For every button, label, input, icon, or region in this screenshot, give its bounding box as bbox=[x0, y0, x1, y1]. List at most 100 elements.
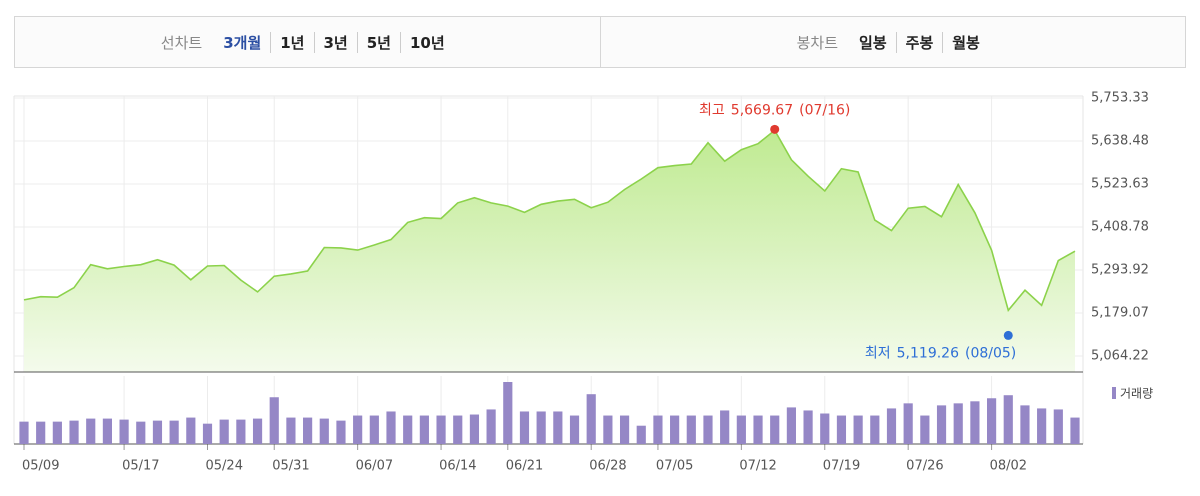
x-tick-label: 06/28 bbox=[589, 459, 626, 474]
volume-bar bbox=[803, 410, 813, 444]
y-tick-label: 5,408.78 bbox=[1091, 220, 1149, 235]
volume-bar bbox=[1070, 417, 1080, 444]
volume-bar bbox=[503, 382, 513, 444]
volume-bar bbox=[1003, 395, 1013, 444]
volume-bar bbox=[720, 410, 730, 444]
high-marker bbox=[770, 124, 780, 134]
volume-bar bbox=[52, 421, 62, 444]
x-tick-label: 06/21 bbox=[506, 459, 543, 474]
volume-bar bbox=[69, 420, 79, 444]
volume-bar bbox=[469, 414, 480, 444]
volume-bar bbox=[269, 397, 279, 444]
volume-bar bbox=[286, 417, 296, 444]
x-tick-label: 07/26 bbox=[906, 459, 943, 474]
volume-bar bbox=[36, 421, 46, 444]
tab[interactable]: 5년 bbox=[356, 31, 400, 53]
tab[interactable]: 3년 bbox=[313, 31, 357, 53]
volume-bar bbox=[86, 418, 96, 444]
x-tick-label: 08/02 bbox=[990, 459, 1027, 474]
volume-bar bbox=[853, 415, 863, 444]
volume-bar bbox=[369, 415, 379, 444]
volume-bar bbox=[569, 415, 580, 444]
volume-bar bbox=[986, 398, 997, 444]
price-line bbox=[23, 129, 1076, 312]
volume-bar bbox=[1037, 408, 1047, 444]
volume-bar bbox=[1053, 409, 1063, 444]
volume-bar bbox=[953, 403, 963, 444]
volume-bar bbox=[453, 415, 463, 444]
volume-bar bbox=[102, 418, 113, 444]
volume-bar bbox=[736, 415, 746, 444]
volume-bar bbox=[436, 415, 446, 444]
volume-bar bbox=[820, 413, 830, 444]
volume-bar bbox=[336, 420, 346, 444]
x-tick-label: 06/14 bbox=[439, 459, 476, 474]
volume-bar bbox=[486, 409, 496, 444]
y-tick-label: 5,293.92 bbox=[1091, 263, 1149, 278]
tab[interactable]: 일봉 bbox=[859, 33, 887, 52]
volume-bar bbox=[536, 411, 546, 444]
volume-bar bbox=[202, 423, 213, 444]
tab[interactable]: 1년 bbox=[270, 31, 313, 53]
volume-bar bbox=[319, 418, 329, 444]
volume-bar bbox=[419, 415, 429, 444]
y-tick-label: 5,523.63 bbox=[1091, 177, 1149, 192]
x-tick-label: 07/05 bbox=[656, 459, 693, 474]
legend-label: 거래량 bbox=[1120, 387, 1153, 401]
volume-bar bbox=[886, 408, 897, 444]
volume-bar bbox=[786, 407, 796, 444]
tab[interactable]: 3개월 bbox=[223, 33, 262, 52]
x-tick-label: 07/19 bbox=[823, 459, 860, 474]
high-label: 최고 bbox=[699, 102, 725, 118]
volume-bar bbox=[836, 415, 847, 444]
low-value-label: 5,119.26 bbox=[897, 345, 959, 361]
volume-bar bbox=[136, 421, 146, 444]
y-tick-label: 5,638.48 bbox=[1091, 134, 1149, 149]
high-date: (07/16) bbox=[799, 102, 850, 118]
low-annotation: 최저 5,119.26 (08/05) bbox=[865, 345, 1016, 361]
volume-bar bbox=[670, 415, 680, 444]
volume-bar bbox=[920, 415, 930, 444]
low-marker bbox=[1003, 330, 1013, 340]
high-value-label: 5,669.67 bbox=[731, 102, 793, 118]
x-tick-label: 05/09 bbox=[22, 459, 59, 474]
volume-bar bbox=[970, 401, 980, 444]
volume-bar bbox=[386, 411, 396, 444]
volume-bar bbox=[653, 415, 663, 444]
volume-bar bbox=[303, 417, 313, 444]
volume-bar bbox=[753, 415, 763, 444]
x-tick-label: 06/07 bbox=[356, 459, 393, 474]
volume-bar bbox=[186, 417, 196, 444]
tab[interactable]: 월봉 bbox=[942, 31, 989, 53]
low-label: 최저 bbox=[865, 345, 891, 361]
x-tick-label: 05/24 bbox=[206, 459, 243, 474]
volume-bar bbox=[152, 420, 163, 444]
high-annotation: 최고 5,669.67 (07/16) bbox=[699, 102, 850, 118]
line-chart-tabs: 선차트 3개월 1년 3년 5년 10년 bbox=[15, 17, 600, 67]
volume-bar bbox=[903, 403, 913, 444]
volume-bar bbox=[169, 420, 179, 444]
volume-bar bbox=[119, 419, 129, 444]
candle-chart-tabs: 봉차트 일봉 주봉 월봉 bbox=[599, 17, 1186, 67]
volume-bar bbox=[403, 415, 413, 444]
price-area bbox=[24, 130, 1075, 372]
tab-group-label: 선차트 bbox=[160, 33, 203, 52]
volume-bar bbox=[603, 415, 613, 444]
x-tick-label: 05/17 bbox=[122, 459, 159, 474]
volume-bar bbox=[519, 411, 530, 444]
y-tick-label: 5,753.33 bbox=[1091, 91, 1149, 106]
legend-swatch bbox=[1112, 387, 1116, 399]
y-tick-label: 5,179.07 bbox=[1091, 306, 1149, 321]
volume-bar bbox=[770, 415, 780, 444]
tab[interactable]: 10년 bbox=[400, 31, 454, 53]
volume-bar bbox=[703, 415, 713, 444]
volume-bar bbox=[353, 415, 363, 444]
volume-bar bbox=[553, 411, 563, 444]
tab[interactable]: 주봉 bbox=[895, 31, 943, 53]
volume-bar bbox=[936, 405, 947, 444]
volume-bar bbox=[619, 415, 630, 444]
volume-bar bbox=[219, 419, 229, 444]
tab-group-label: 봉차트 bbox=[796, 33, 839, 52]
volume-bar bbox=[870, 415, 880, 444]
